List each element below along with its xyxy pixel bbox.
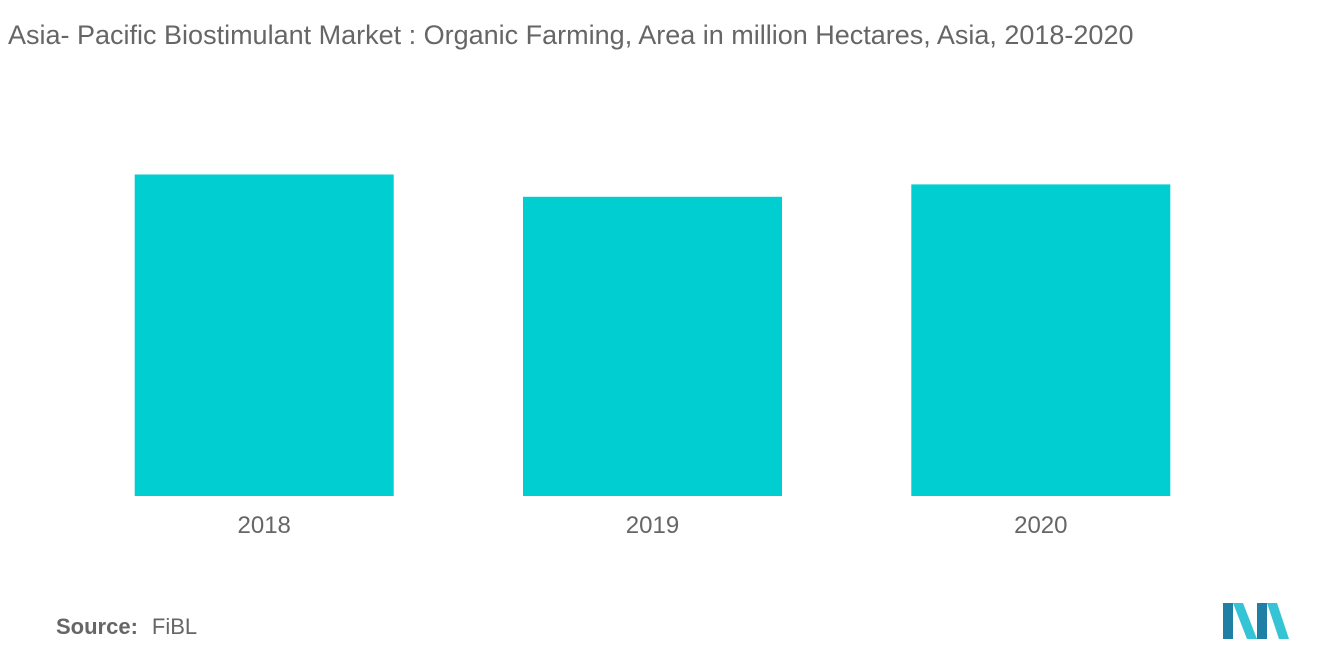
chart-title: Asia- Pacific Biostimulant Market : Orga… [8, 20, 1134, 50]
logo-shape-left [1223, 603, 1233, 639]
bars-layer [134, 174, 1171, 497]
x-tick-label-2019: 2019 [626, 512, 679, 539]
bar-2020 [911, 184, 1171, 496]
logo-shape-diagonal-2 [1267, 603, 1289, 639]
logo-shape-middle [1257, 603, 1267, 639]
source-value: FiBL [151, 614, 198, 639]
x-tick-label-2020: 2020 [1014, 512, 1067, 539]
x-tick-label-2018: 2018 [238, 512, 291, 539]
source-label: Source: [56, 614, 138, 639]
source-note: Source: FiBL [56, 614, 197, 640]
mordor-intelligence-logo [1223, 603, 1289, 639]
x-axis-tick-labels: 2018 2019 2020 [238, 512, 1068, 539]
bar-2018 [134, 174, 394, 496]
bar-2019 [523, 196, 782, 497]
logo-shape-diagonal-1 [1233, 603, 1257, 639]
